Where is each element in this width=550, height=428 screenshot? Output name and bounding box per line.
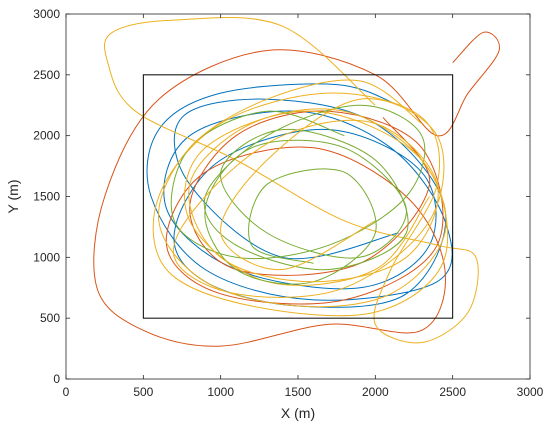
y-tick-label: 3000 [33,7,60,21]
x-axis-label: X (m) [281,405,315,421]
x-tick-label: 1500 [285,385,312,399]
x-tick-label: 2000 [362,385,389,399]
tick-layer: 0 500 1000 1500 2000 2500 3000 0 500 1000 1500 2000… [33,7,543,399]
y-tick-label: 1000 [33,250,60,264]
y-tick-label: 1500 [33,190,60,204]
y-tick-label: 2000 [33,129,60,143]
y-tick-label: 500 [40,311,60,325]
y-axis-label: Y (m) [5,180,21,214]
series-layer [93,16,500,347]
y-tick-label: 2500 [33,68,60,82]
trajectory-series-1 [146,83,453,308]
x-tick-label: 1000 [207,385,234,399]
x-tick-label: 3000 [517,385,544,399]
x-tick-label: 500 [133,385,153,399]
trajectory-series-5 [158,79,447,308]
y-tick-label: 0 [53,372,60,386]
x-tick-label: 0 [63,385,70,399]
boundary-rectangle [142,74,454,319]
x-tick-label: 2500 [439,385,466,399]
